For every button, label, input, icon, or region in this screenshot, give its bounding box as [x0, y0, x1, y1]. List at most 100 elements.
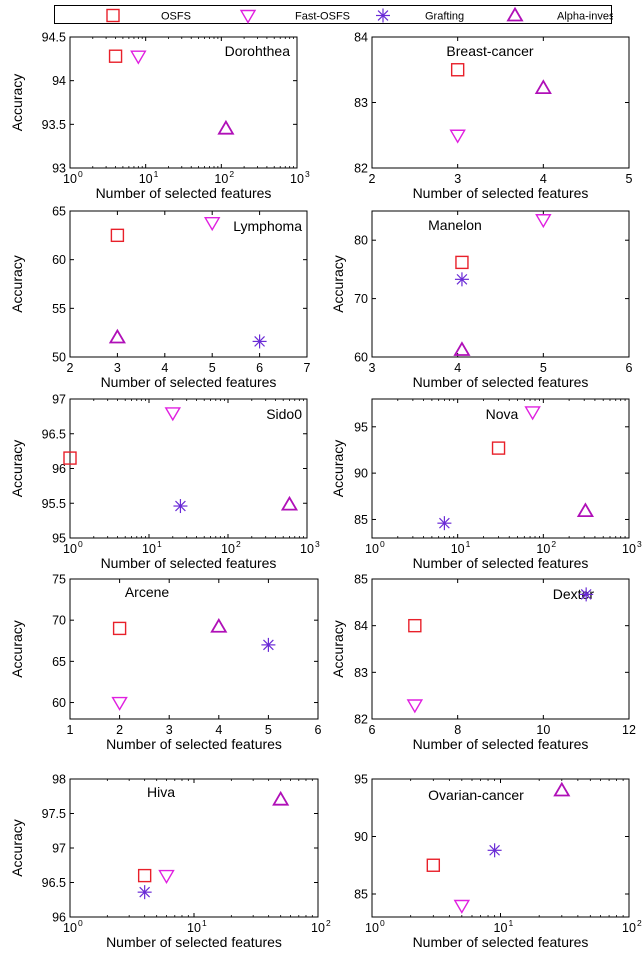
panel-dexter: 6 8 10 12 82 83 84 85 Number of selected feature…: [330, 573, 636, 753]
y-tick-label: 84: [354, 619, 368, 633]
y-tick-label: 97: [52, 842, 66, 856]
data-point-alpha-investing: [534, 79, 552, 94]
x-tick-exponent: 1: [202, 918, 207, 928]
y-tick-label: 96: [52, 911, 66, 925]
plot-frame: [371, 578, 630, 720]
data-point-grafting: [579, 587, 594, 602]
y-tick-label: 75: [52, 573, 66, 587]
x-tick-label: 6: [626, 361, 633, 375]
data-point-fast-osfs: [203, 216, 221, 232]
y-tick-label: 55: [52, 302, 66, 316]
data-point-fast-osfs: [111, 696, 128, 711]
y-tick-label: 85: [354, 573, 368, 587]
x-tick-label: 4: [454, 361, 461, 375]
x-axis-label: Number of selected features: [96, 185, 272, 201]
panel-title: Arcene: [125, 584, 170, 600]
plot-frame: [371, 778, 630, 918]
x-tick-exponent: 1: [157, 539, 162, 549]
data-point-osfs: [108, 49, 123, 63]
panel-title: Dorohthea: [225, 43, 291, 59]
y-tick-label: 94: [52, 74, 66, 88]
data-point-osfs: [110, 228, 125, 243]
plot-frame: [371, 36, 630, 169]
data-point-fast-osfs: [524, 406, 541, 421]
data-point-grafting: [487, 843, 502, 858]
data-point-osfs: [112, 621, 127, 636]
legend-marker-fast-osfs: [239, 9, 257, 24]
x-tick-label: 5: [626, 172, 633, 186]
y-axis-label: Accuracy: [330, 620, 346, 678]
legend-marker-osfs: [106, 8, 120, 23]
y-tick-label: 85: [354, 513, 368, 527]
y-tick-label: 60: [52, 253, 66, 267]
y-tick-label: 96.5: [42, 876, 66, 890]
y-tick-label: 90: [354, 830, 368, 844]
panel-title: Manelon: [428, 217, 482, 233]
panel-arcene: 1 2 3 4 5 6 60 65 70 75 Number of selected feature…: [9, 573, 322, 753]
x-tick-exponent: 3: [305, 169, 310, 179]
y-tick-label: 93: [52, 162, 66, 176]
panel-title: Breast-cancer: [446, 43, 533, 59]
x-tick-exponent: 3: [637, 539, 642, 549]
legend-entry-osfs: OSFS: [106, 8, 191, 23]
x-tick-exponent: 0: [78, 918, 83, 928]
data-point-osfs: [455, 255, 469, 270]
y-tick-label: 84: [354, 31, 368, 45]
y-axis-label: Accuracy: [9, 620, 25, 678]
x-axis-label: Number of selected features: [101, 374, 277, 390]
y-tick-label: 70: [354, 292, 368, 306]
panel-lymphoma: 2 3 4 5 6 7 50 55 60 65 Number of selected feature…: [9, 205, 311, 391]
x-axis-label: Number of selected features: [413, 374, 589, 390]
x-tick-exponent: 2: [229, 169, 234, 179]
x-tick-label: 10: [365, 542, 379, 556]
legend-marker-grafting: [376, 8, 390, 23]
plot-frame: [69, 778, 319, 918]
y-axis-label: Accuracy: [330, 440, 346, 498]
data-point-alpha-investing: [210, 617, 228, 633]
data-point-alpha-investing: [553, 781, 571, 797]
x-axis-label: Number of selected features: [413, 934, 589, 950]
data-point-osfs: [63, 451, 77, 465]
panel-title: Nova: [486, 406, 519, 422]
x-tick-exponent: 1: [509, 918, 514, 928]
y-tick-label: 95: [52, 532, 66, 546]
y-tick-label: 83: [354, 666, 368, 680]
x-tick-label: 2: [116, 723, 123, 737]
y-tick-label: 82: [354, 162, 368, 176]
y-tick-label: 80: [354, 234, 368, 248]
y-axis-label: Accuracy: [9, 255, 25, 313]
x-tick-label: 7: [304, 361, 311, 375]
x-tick-label: 1: [67, 723, 74, 737]
panel-title: Ovarian-cancer: [428, 787, 524, 803]
x-tick-exponent: 2: [326, 918, 331, 928]
x-tick-exponent: 1: [154, 169, 159, 179]
x-tick-label: 10: [451, 542, 465, 556]
data-point-alpha-investing: [217, 119, 235, 135]
x-tick-label: 10: [622, 921, 636, 935]
x-tick-label: 6: [256, 361, 263, 375]
x-tick-label: 10: [536, 723, 550, 737]
x-axis-label: Number of selected features: [413, 555, 589, 571]
legend-label: Fast-OSFS: [295, 11, 350, 23]
data-point-grafting: [261, 637, 276, 652]
x-tick-label: 2: [369, 172, 376, 186]
data-point-fast-osfs: [449, 129, 466, 144]
plot-frame: [69, 210, 308, 358]
x-tick-label: 10: [365, 921, 379, 935]
panel-title: Sido0: [266, 406, 302, 422]
plot-frame: [69, 578, 319, 720]
x-tick-label: 10: [63, 542, 77, 556]
x-tick-exponent: 0: [380, 918, 385, 928]
data-point-osfs: [408, 618, 422, 633]
x-tick-exponent: 0: [78, 539, 83, 549]
x-tick-label: 10: [221, 542, 235, 556]
data-point-osfs: [491, 441, 506, 455]
data-point-grafting: [454, 272, 469, 287]
plot-frame: [371, 398, 630, 539]
plot-frame: [69, 398, 308, 539]
plot-frame: [69, 36, 298, 169]
x-axis-label: Number of selected features: [106, 934, 282, 950]
